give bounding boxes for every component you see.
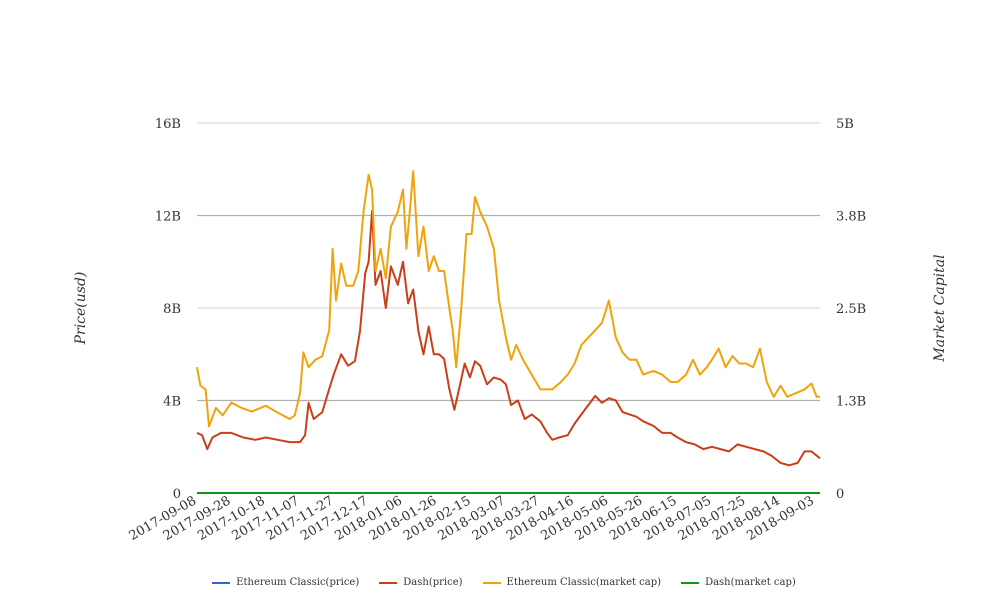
y-right-tick-label: 3.8B <box>836 210 866 225</box>
y-left-tick-label: 4B <box>163 395 181 410</box>
legend-swatch <box>379 581 398 584</box>
legend-item[interactable]: Dash(market cap) <box>681 577 796 588</box>
legend-label: Ethereum Classic(price) <box>236 577 360 588</box>
series-line <box>196 170 820 428</box>
y-right-tick-label: 5B <box>836 117 854 132</box>
legend: Ethereum Classic(price) Dash(price) Ethere… <box>0 577 1008 588</box>
y-right-tick-label: 0 <box>836 487 844 502</box>
y-right-tick-label: 1.3B <box>836 395 866 410</box>
legend-label: Dash(price) <box>403 577 463 588</box>
y-left-tick-label: 16B <box>155 117 181 132</box>
legend-swatch <box>482 581 501 584</box>
y-axis-left-ticks: 0 4B 8B 12B 16B <box>155 117 181 502</box>
legend-label: Dash(market cap) <box>705 577 796 588</box>
legend-swatch <box>681 581 700 584</box>
x-axis-ticks: 2017-09-082017-09-282017-10-182017-11-07… <box>127 493 817 543</box>
legend-item[interactable]: Dash(price) <box>379 577 463 588</box>
y-left-tick-label: 8B <box>163 302 181 317</box>
legend-item[interactable]: Ethereum Classic(market cap) <box>482 577 662 588</box>
y-axis-right-title: Market Capital <box>932 254 948 362</box>
grid-lines <box>197 122 820 494</box>
legend-swatch <box>212 581 231 584</box>
series-line <box>196 209 821 467</box>
y-axis-right-ticks: 0 1.3B 2.5B 3.8B 5B <box>836 117 866 502</box>
series-lines <box>196 170 821 494</box>
y-right-tick-label: 2.5B <box>836 302 866 317</box>
y-left-tick-label: 12B <box>155 210 181 225</box>
legend-label: Ethereum Classic(market cap) <box>506 577 662 588</box>
y-axis-left-title: Price(usd) <box>73 272 89 346</box>
y-left-tick-label: 0 <box>173 487 181 502</box>
legend-item[interactable]: Ethereum Classic(price) <box>212 577 359 588</box>
